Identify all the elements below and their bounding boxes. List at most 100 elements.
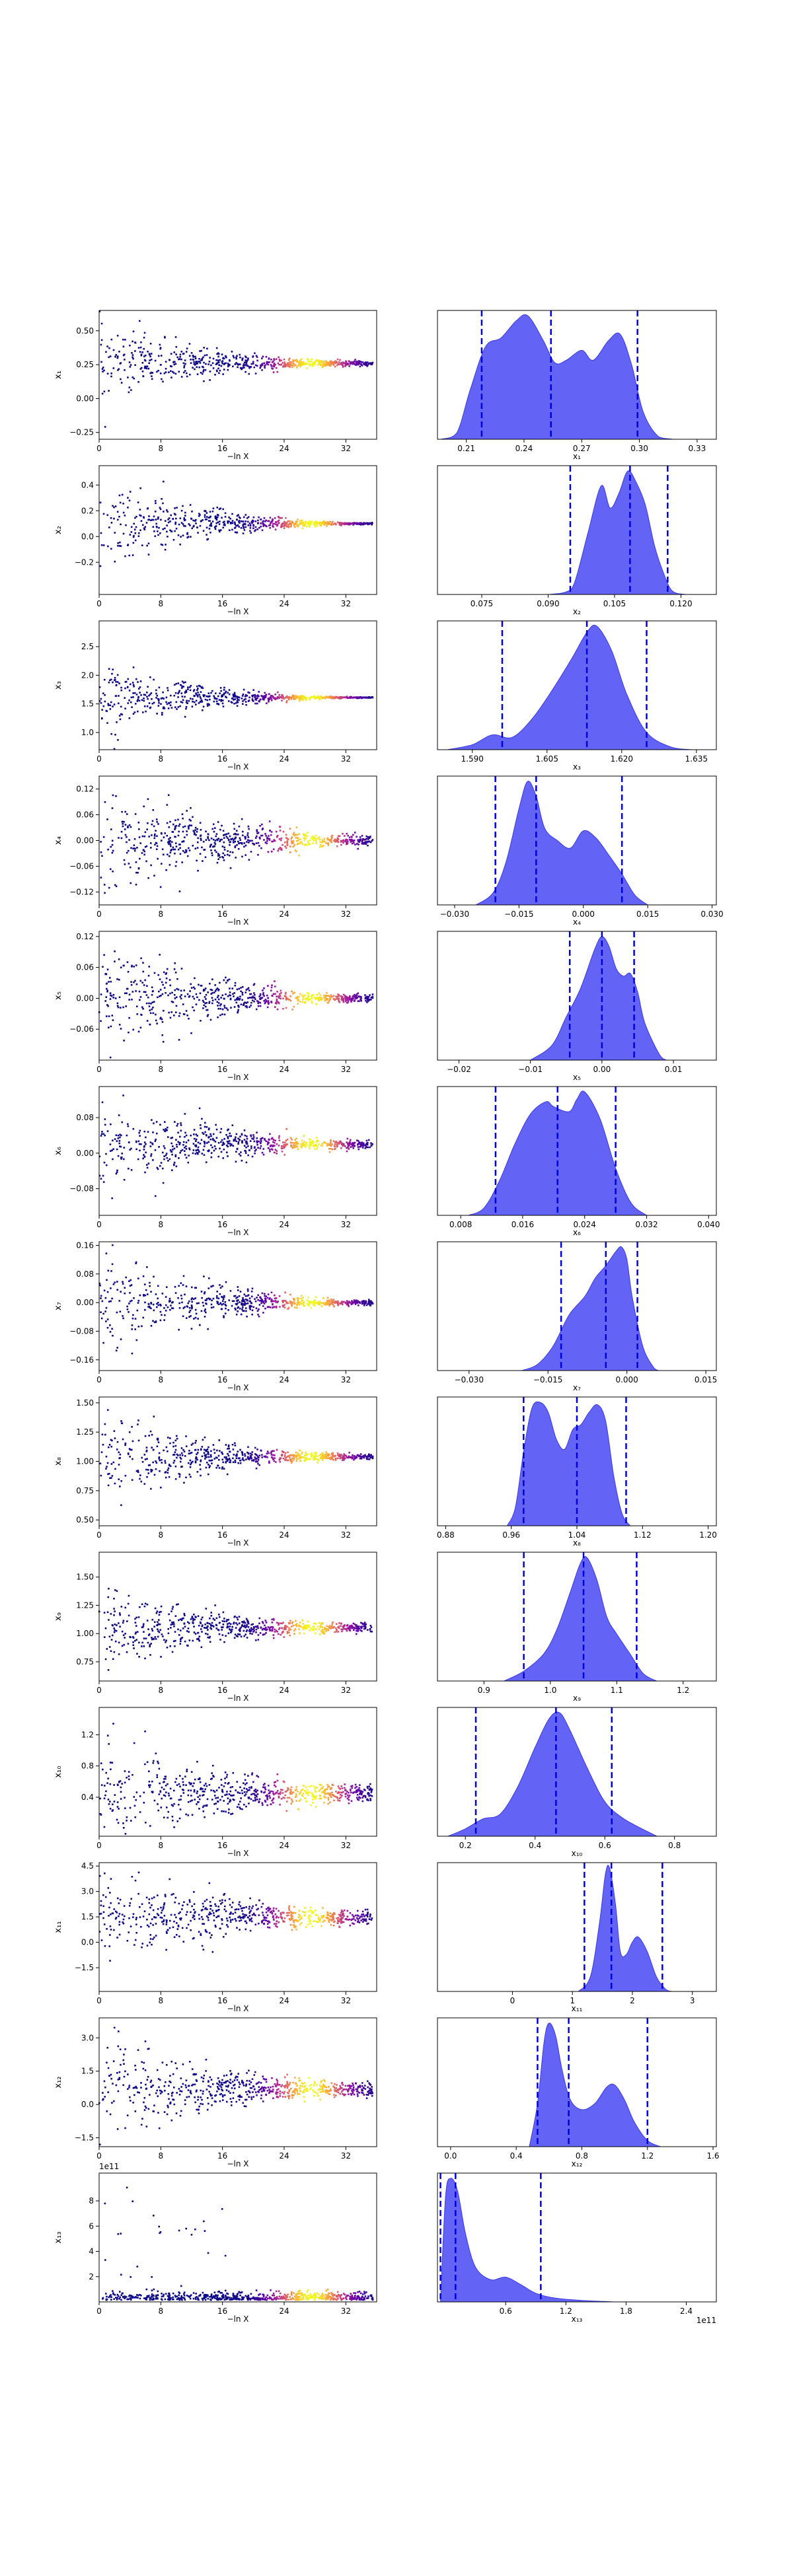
scatter-point: [104, 1297, 107, 1299]
scatter-point: [299, 842, 301, 845]
scatter-point: [158, 526, 160, 529]
scatter-point: [230, 1143, 233, 1145]
scatter-point: [144, 367, 146, 369]
scatter-point: [188, 824, 191, 826]
scatter-point: [137, 696, 139, 698]
scatter-point: [196, 1149, 199, 1151]
scatter-point: [128, 554, 131, 557]
scatter-point: [102, 513, 105, 515]
scatter-point: [356, 994, 358, 996]
scatter-point: [287, 526, 290, 528]
scatter-point: [254, 352, 256, 355]
scatter-point: [310, 1141, 312, 1143]
x-tick-label: 0: [96, 1065, 102, 1074]
scatter-point: [135, 983, 138, 985]
scatter-point: [281, 694, 283, 696]
scatter-point: [248, 373, 250, 375]
scatter-point: [243, 1303, 245, 1305]
scatter-point: [216, 370, 218, 373]
scatter-point: [283, 1154, 286, 1156]
scatter-point: [129, 491, 132, 493]
scatter-axes-frame: [98, 310, 377, 440]
kde-x-tick-label: 0.015: [695, 1375, 717, 1384]
scatter-point: [184, 1131, 186, 1134]
scatter-point: [125, 524, 127, 526]
scatter-point: [266, 1306, 269, 1308]
scatter-point: [149, 694, 151, 696]
scatter-point: [133, 1297, 135, 1299]
scatter-point: [334, 522, 336, 524]
scatter-point: [99, 501, 102, 504]
scatter-point: [359, 365, 361, 368]
scatter-point: [222, 373, 224, 375]
scatter-point: [224, 692, 227, 694]
scatter-point: [241, 1302, 243, 1305]
scatter-point: [170, 841, 173, 843]
scatter-point: [144, 526, 147, 528]
y-tick-label: 0.2: [81, 506, 94, 515]
scatter-point: [134, 341, 137, 344]
scatter-point: [208, 839, 210, 841]
scatter-point: [112, 1158, 114, 1161]
scatter-point: [200, 1020, 202, 1022]
scatter-point: [282, 1457, 285, 1460]
scatter-point: [318, 521, 321, 524]
scatter-point: [156, 371, 158, 373]
scatter-point: [173, 1147, 176, 1150]
scatter-point: [204, 1291, 206, 1293]
scatter-point: [137, 871, 139, 874]
scatter-point: [363, 1144, 366, 1147]
scatter-point: [146, 544, 148, 547]
scatter-point: [225, 696, 227, 698]
scatter-point: [302, 999, 304, 1001]
scatter-point: [324, 999, 326, 1002]
scatter-point: [294, 359, 297, 362]
scatter-point: [127, 507, 129, 509]
scatter-point: [259, 698, 262, 701]
scatter-point: [254, 529, 257, 531]
scatter-point: [258, 1315, 260, 1318]
scatter-point: [150, 1303, 153, 1305]
scatter-point: [101, 709, 103, 711]
scatter-point: [334, 362, 336, 365]
scatter-point: [201, 1455, 204, 1458]
scatter-point: [354, 997, 356, 999]
scatter-point: [287, 364, 290, 366]
scatter-point: [169, 1149, 172, 1151]
kde-x-tick-label: 0.00: [593, 1065, 611, 1074]
kde-x-tick-label: 0.24: [515, 444, 533, 453]
scatter-point: [289, 1454, 291, 1456]
kde-area: [548, 470, 686, 595]
scatter-point: [203, 1004, 206, 1007]
scatter-point: [126, 813, 128, 815]
scatter-point: [114, 355, 116, 358]
scatter-point: [276, 371, 279, 373]
scatter-point: [247, 516, 250, 519]
scatter-point: [102, 1312, 104, 1315]
scatter-point: [290, 1145, 292, 1147]
scatter-point: [143, 853, 145, 856]
scatter-point: [169, 843, 172, 845]
scatter-point: [209, 516, 211, 519]
kde-area: [521, 1246, 660, 1371]
scatter-point: [109, 1056, 112, 1059]
scatter-point: [229, 1135, 231, 1137]
scatter-point: [347, 1303, 349, 1305]
scatter-point: [182, 505, 184, 507]
scatter-point: [364, 994, 366, 996]
scatter-point: [196, 1151, 198, 1154]
scatter-point: [345, 841, 348, 843]
scatter-point: [269, 526, 271, 529]
scatter-point: [227, 700, 230, 702]
scatter-point: [246, 1299, 248, 1301]
scatter-point: [267, 1000, 270, 1002]
scatter-point: [259, 1296, 262, 1299]
scatter-point: [242, 520, 245, 522]
scatter-point: [195, 834, 198, 836]
scatter-point: [157, 996, 159, 999]
scatter-point: [297, 1299, 299, 1301]
scatter-point: [112, 705, 114, 707]
scatter-point: [237, 696, 239, 698]
scatter-point: [336, 1301, 339, 1303]
scatter-point: [162, 707, 165, 709]
